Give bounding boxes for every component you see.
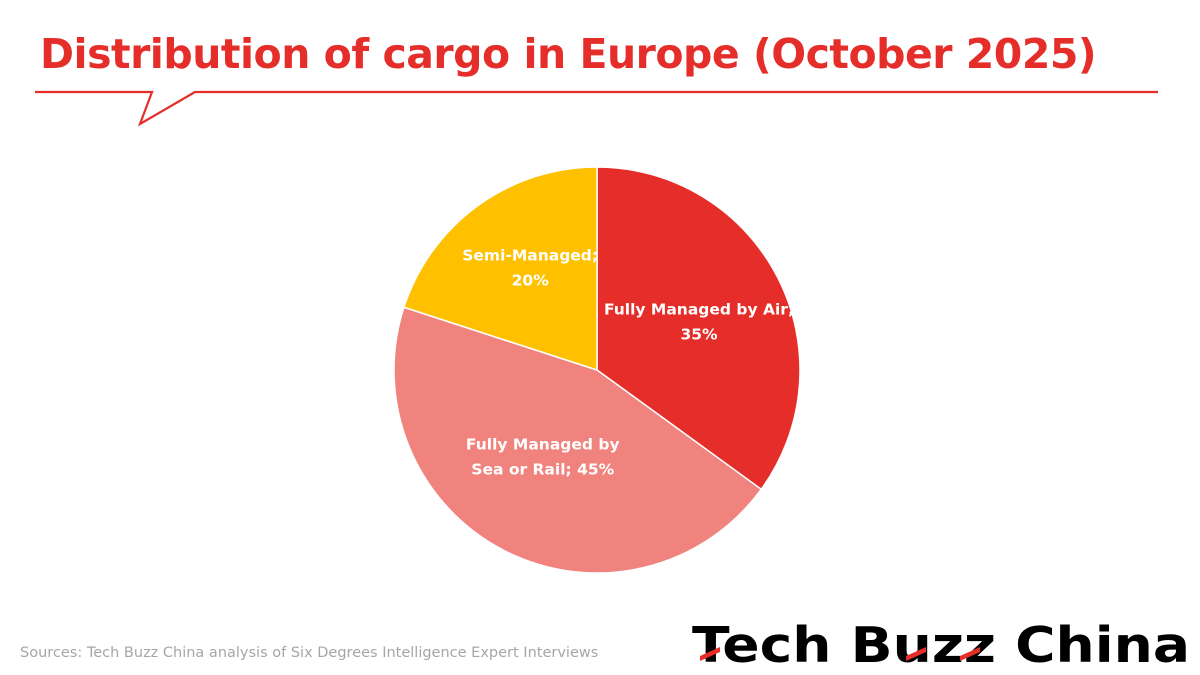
pie-slice-fully-managed-by-sea-or-rail	[393, 306, 763, 574]
callout-path	[35, 90, 1158, 127]
pie-slice-semi-managed	[402, 166, 598, 372]
logo-text: Tech Buzz China	[692, 617, 1190, 674]
slice-label: Semi-Managed; 20%	[462, 247, 598, 290]
pie-chart: Fully Managed by Air; 35%Fully Managed by…	[393, 166, 801, 574]
slice-label-line: Fully Managed by Air;	[604, 301, 794, 319]
tech-buzz-china-logo: Tech Buzz China	[692, 617, 1190, 674]
slice-label-line: 35%	[681, 326, 719, 344]
pie-labels: Fully Managed by Air; 35%Fully Managed by…	[462, 247, 794, 479]
slice-label-line: Semi-Managed;	[462, 247, 598, 265]
slice-label-line: Fully Managed by	[466, 435, 620, 453]
pie-slices	[393, 166, 801, 574]
pie-slice-fully-managed-by-air	[596, 166, 801, 491]
slice-label: Fully Managed by Sea or Rail; 45%	[466, 435, 620, 478]
logo-red-stripes	[700, 647, 980, 661]
slice-label-line: Sea or Rail; 45%	[471, 460, 614, 478]
source-note: Sources: Tech Buzz China analysis of Six…	[20, 645, 599, 661]
slice-label: Fully Managed by Air; 35%	[604, 301, 794, 344]
title-callout-line	[35, 90, 1158, 127]
chart-title: Distribution of cargo in Europe (October…	[40, 30, 1097, 78]
slice-label-line: 20%	[512, 272, 550, 290]
